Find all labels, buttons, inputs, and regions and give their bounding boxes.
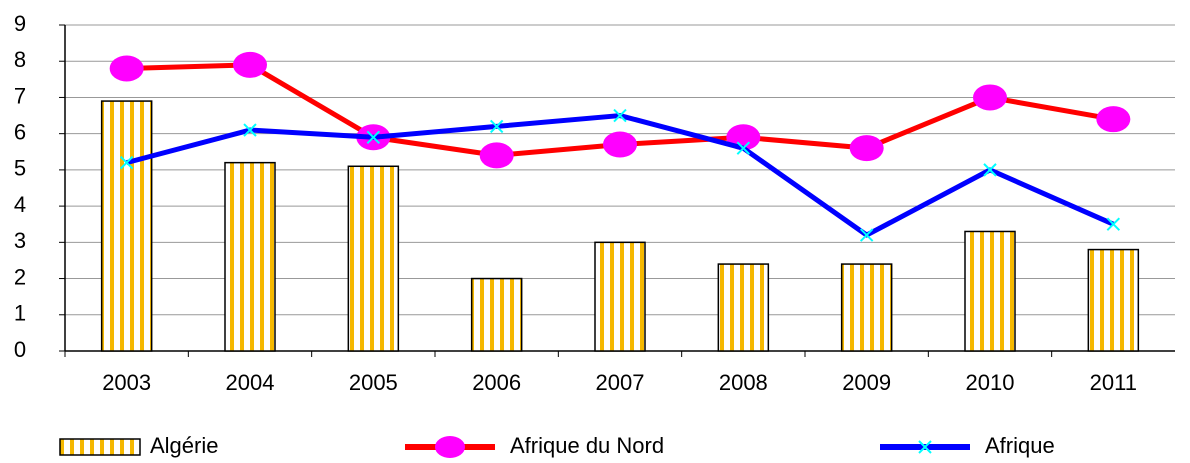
legend-marker (435, 436, 465, 458)
x-tick-label: 2005 (349, 370, 398, 395)
marker (233, 51, 267, 78)
marker (243, 123, 257, 137)
marker (736, 141, 751, 155)
x-tick-label: 2008 (719, 370, 768, 395)
bar (224, 161, 276, 352)
marker (603, 131, 637, 158)
marker (983, 163, 997, 177)
marker (366, 130, 381, 144)
y-tick-label: 8 (14, 47, 26, 72)
legend-label: Algérie (150, 433, 218, 458)
marker (479, 142, 514, 169)
marker (119, 155, 134, 170)
y-tick-label: 1 (14, 301, 26, 326)
y-tick-label: 7 (14, 83, 26, 108)
x-tick-label: 2004 (226, 370, 275, 395)
marker (489, 119, 504, 134)
y-tick-label: 5 (14, 156, 26, 181)
y-tick-label: 3 (14, 228, 26, 253)
bar (100, 100, 153, 352)
y-tick-label: 0 (14, 337, 26, 362)
marker (1106, 217, 1121, 231)
x-tick-label: 2007 (596, 370, 645, 395)
y-tick-label: 9 (14, 11, 26, 36)
legend-label: Afrique (985, 433, 1055, 458)
bar (470, 277, 523, 352)
bar (717, 263, 770, 352)
x-tick-label: 2009 (842, 370, 891, 395)
legend-label: Afrique du Nord (510, 433, 664, 458)
bar (964, 230, 1016, 352)
y-tick-label: 6 (14, 119, 26, 144)
bar (840, 263, 893, 352)
bar (594, 241, 646, 352)
marker (109, 55, 144, 82)
x-tick-label: 2011 (1090, 370, 1137, 395)
x-tick-label: 2003 (102, 370, 151, 395)
marker (859, 228, 874, 242)
bar (347, 165, 400, 352)
legend-marker (918, 440, 932, 454)
marker (613, 108, 627, 123)
y-tick-label: 2 (14, 264, 26, 289)
x-tick-label: 2006 (472, 370, 521, 395)
bar (1087, 248, 1140, 352)
legend-swatch (59, 438, 141, 456)
marker (849, 135, 884, 162)
marker (1096, 106, 1131, 133)
marker (973, 84, 1007, 111)
y-tick-label: 4 (14, 192, 26, 217)
x-tick-label: 2010 (966, 370, 1015, 395)
